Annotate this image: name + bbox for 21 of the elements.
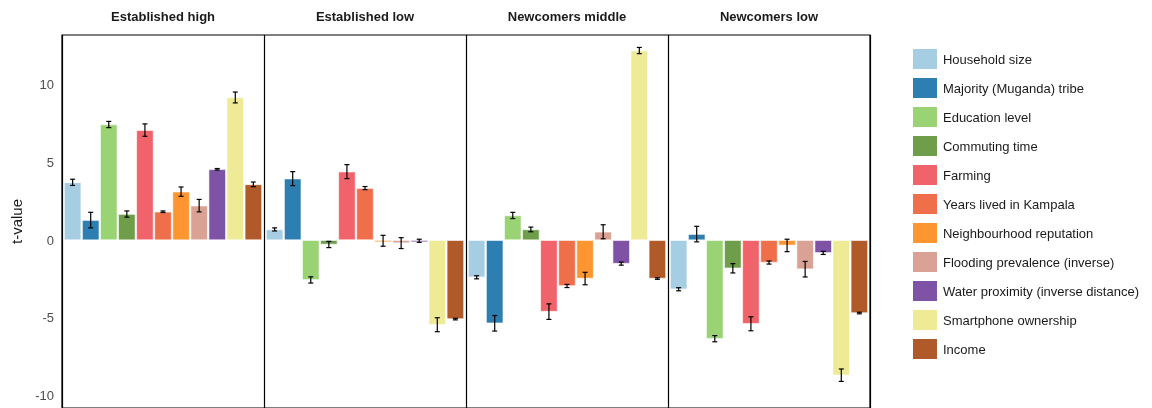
x-tick-label: Newcomers middle <box>507 9 627 24</box>
y-axis-title: t-value <box>8 198 26 245</box>
legend-label: Commuting time <box>942 138 1038 154</box>
y-tick-label: -5 <box>42 310 54 326</box>
legend-label: Farming <box>942 167 991 183</box>
legend-label: Education level <box>942 109 1032 125</box>
x-tick-label: Newcomers low <box>719 9 820 24</box>
x-tick-label: Established high <box>110 9 216 24</box>
legend-label: Flooding prevalence (inverse) <box>942 254 1115 270</box>
legend-label: Neighbourhood reputation <box>942 225 1094 241</box>
legend-label: Income <box>942 341 986 357</box>
legend-label: Smartphone ownership <box>942 312 1077 328</box>
y-tick-label: -10 <box>35 388 54 404</box>
y-tick-label: 10 <box>39 77 54 93</box>
x-tick-label: Established low <box>315 9 416 24</box>
legend-label: Household size <box>942 51 1032 67</box>
legend-label: Water proximity (inverse distance) <box>942 283 1139 299</box>
y-tick-label: 0 <box>46 232 54 248</box>
legend-label: Majority (Muganda) tribe <box>942 80 1084 96</box>
y-tick-label: 5 <box>46 154 54 170</box>
legend-label: Years lived in Kampala <box>942 196 1076 212</box>
